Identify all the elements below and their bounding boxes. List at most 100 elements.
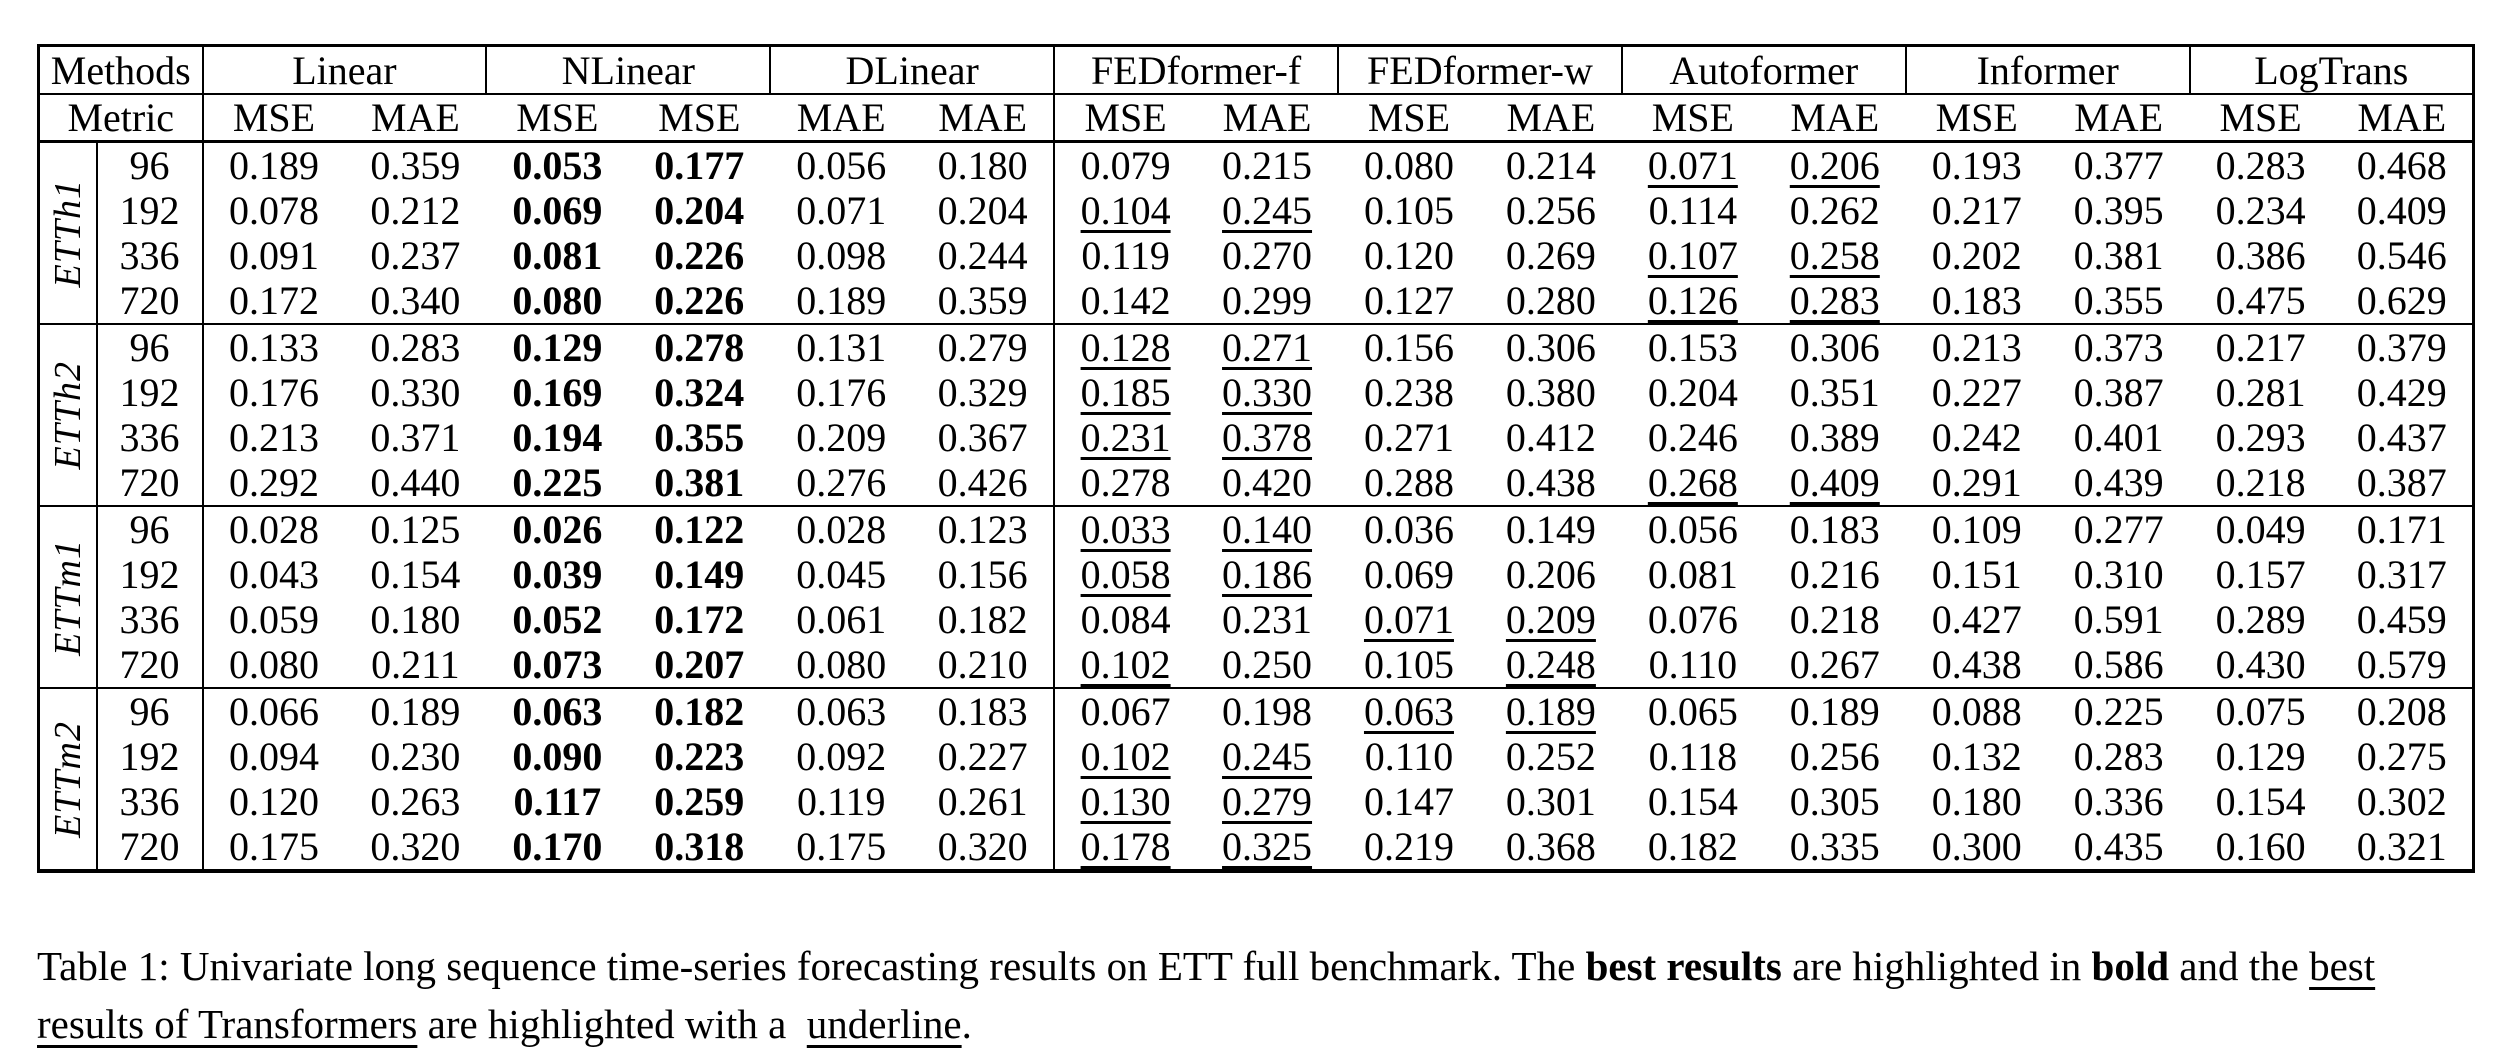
metric-value-cell: 0.409	[1789, 460, 1880, 505]
metric-value-cell: 0.189	[796, 278, 887, 323]
metric-value-cell: 0.056	[770, 140, 913, 188]
metric-value-cell: 0.129	[2215, 734, 2306, 779]
metric-value-cell: 0.063	[486, 687, 629, 734]
metric-value-cell: 0.409	[2356, 188, 2447, 233]
metric-header: MAE	[2047, 94, 2190, 143]
metric-value-cell: 0.389	[1789, 415, 1880, 460]
metric-value-cell: 0.231	[1222, 597, 1313, 642]
metric-value-cell: 0.171	[2331, 505, 2474, 552]
metric-value-cell: 0.279	[912, 323, 1056, 370]
period-cell: 192	[95, 734, 204, 779]
period-cell: 720	[95, 642, 204, 688]
metric-value-cell: 0.049	[2189, 505, 2332, 552]
metric-value-cell: 0.091	[228, 233, 319, 278]
metric-value-cell: 0.629	[2356, 278, 2447, 323]
metric-value-cell: 0.440	[370, 460, 461, 505]
metric-value-cell: 0.206	[1763, 140, 1906, 188]
metric-value-cell: 0.142	[1080, 278, 1171, 323]
metric-value-cell: 0.377	[2047, 140, 2190, 188]
metric-value-cell: 0.283	[1789, 278, 1880, 323]
metric-value-cell: 0.071	[1621, 140, 1764, 188]
table-row: 192 0.176 0.330 0.169 0.324 0.176 0.329 0.185 0.…	[39, 370, 2474, 415]
metric-value-cell: 0.231	[1080, 415, 1171, 460]
metric-value-cell: 0.039	[512, 552, 603, 597]
metric-value-cell: 0.306	[1479, 323, 1622, 370]
metric-value-cell: 0.052	[512, 597, 603, 642]
metric-value-cell: 0.204	[1647, 370, 1738, 415]
metric-value-cell: 0.182	[1647, 824, 1738, 869]
metric-value-cell: 0.271	[1363, 415, 1454, 460]
dataset-group: ETTh1 96 0.189 0.359 0.053 0.177 0.056 0.180 0.0…	[38, 140, 2474, 324]
metric-value-cell: 0.043	[228, 552, 319, 597]
period-cell: 720	[95, 824, 204, 871]
metric-value-cell: 0.310	[2073, 552, 2164, 597]
metric-value-cell: 0.183	[1763, 505, 1906, 552]
metric-value-cell: 0.080	[228, 642, 319, 687]
period-cell: 192	[95, 370, 204, 415]
metric-value-cell: 0.081	[1647, 552, 1738, 597]
metric-value-cell: 0.475	[2215, 278, 2306, 323]
metric-value-cell: 0.059	[228, 597, 319, 642]
period-cell: 336	[95, 415, 204, 460]
metric-value-cell: 0.279	[1222, 779, 1313, 824]
dataset-label: ETTh1	[38, 140, 97, 324]
metric-value-cell: 0.320	[912, 824, 1056, 871]
metric-value-cell: 0.226	[654, 278, 745, 323]
metric-value-cell: 0.120	[228, 779, 319, 824]
metric-value-cell: 0.153	[1621, 323, 1764, 370]
metric-value-cell: 0.193	[1905, 140, 2048, 188]
table-row: ETTm1 96 0.028 0.125 0.026 0.122 0.028 0.123 0.0…	[38, 505, 2474, 688]
table-row: ETTh1 96 0.189 0.359 0.053 0.177 0.056 0.180 0.0…	[38, 140, 2474, 324]
metric-value-cell: 0.126	[1647, 278, 1738, 323]
metric-value-cell: 0.073	[512, 642, 603, 687]
dataset-group: ETTm2 96 0.066 0.189 0.063 0.182 0.063 0.183 0.0…	[38, 687, 2474, 871]
metric-value-cell: 0.071	[796, 188, 887, 233]
metric-value-cell: 0.223	[654, 734, 745, 779]
metric-value-cell: 0.430	[2215, 642, 2306, 687]
metric-value-cell: 0.321	[2356, 824, 2447, 869]
metric-value-cell: 0.395	[2073, 188, 2164, 233]
metric-value-cell: 0.080	[512, 278, 603, 323]
metric-value-cell: 0.063	[1338, 687, 1480, 734]
metric-value-cell: 0.237	[370, 233, 461, 278]
dataset-label-text: ETTh1	[47, 178, 89, 288]
paper-table-region: Methods Linear NLinear DLinear FEDformer-f FE…	[37, 44, 2475, 873]
metric-value-cell: 0.269	[1505, 233, 1596, 278]
metric-value-cell: 0.213	[1905, 323, 2048, 370]
metric-value-cell: 0.177	[628, 140, 771, 188]
metric-header: MSE	[202, 94, 345, 143]
period-cell: 96	[95, 323, 204, 370]
metric-value-cell: 0.157	[2215, 552, 2306, 597]
metric-value-cell: 0.289	[2215, 597, 2306, 642]
metric-value-cell: 0.122	[628, 505, 771, 552]
metric-value-cell: 0.218	[1789, 597, 1880, 642]
metric-value-cell: 0.189	[344, 687, 487, 734]
metric-value-cell: 0.183	[912, 687, 1056, 734]
metric-value-cell: 0.371	[370, 415, 461, 460]
metric-value-cell: 0.080	[796, 642, 887, 687]
dataset-label-text: ETTm2	[47, 720, 89, 838]
metric-value-cell: 0.591	[2073, 597, 2164, 642]
metric-value-cell: 0.275	[2356, 734, 2447, 779]
dataset-group: ETTm1 96 0.028 0.125 0.026 0.122 0.028 0.123 0.0…	[38, 505, 2474, 688]
metric-value-cell: 0.026	[486, 505, 629, 552]
metric-value-cell: 0.189	[202, 140, 345, 188]
period-cell: 96	[95, 505, 204, 552]
metric-value-cell: 0.147	[1363, 779, 1454, 824]
table-row: 192 0.094 0.230 0.090 0.223 0.092 0.227 0.102 0.…	[39, 734, 2474, 779]
dataset-label-text: ETTm1	[47, 538, 89, 656]
metric-value-cell: 0.063	[770, 687, 913, 734]
metric-value-cell: 0.028	[202, 505, 345, 552]
metric-value-cell: 0.427	[1931, 597, 2022, 642]
period-cell: 336	[95, 597, 204, 642]
metric-value-cell: 0.579	[2356, 642, 2447, 687]
metric-value-cell: 0.437	[2356, 415, 2447, 460]
method-group-header: DLinear	[769, 45, 1055, 95]
metric-value-cell: 0.283	[344, 323, 487, 370]
metric-value-cell: 0.176	[228, 370, 319, 415]
metric-value-cell: 0.359	[344, 140, 487, 188]
metric-value-cell: 0.262	[1789, 188, 1880, 233]
metric-value-cell: 0.067	[1054, 687, 1197, 734]
metric-value-cell: 0.245	[1222, 188, 1313, 233]
metric-value-cell: 0.238	[1363, 370, 1454, 415]
